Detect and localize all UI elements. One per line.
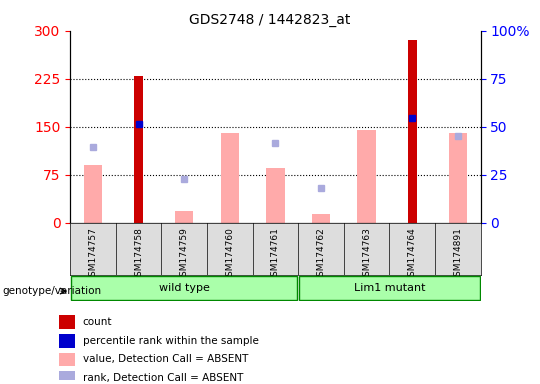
Bar bbox=[71, 276, 298, 300]
Text: count: count bbox=[83, 317, 112, 327]
Text: genotype/variation: genotype/variation bbox=[3, 286, 102, 296]
Bar bbox=[312, 214, 330, 223]
Text: GSM174760: GSM174760 bbox=[225, 227, 234, 282]
Bar bbox=[134, 76, 143, 223]
Text: GSM174759: GSM174759 bbox=[180, 227, 188, 282]
Bar bbox=[59, 353, 76, 366]
Bar bbox=[59, 371, 76, 384]
Bar bbox=[408, 40, 417, 223]
Text: GSM174757: GSM174757 bbox=[89, 227, 98, 282]
Text: GSM174891: GSM174891 bbox=[453, 227, 462, 282]
Text: GDS2748 / 1442823_at: GDS2748 / 1442823_at bbox=[190, 13, 350, 27]
Bar bbox=[175, 211, 193, 223]
Text: Lim1 mutant: Lim1 mutant bbox=[354, 283, 425, 293]
Text: percentile rank within the sample: percentile rank within the sample bbox=[83, 336, 258, 346]
Text: GSM174761: GSM174761 bbox=[271, 227, 280, 282]
Bar bbox=[299, 276, 480, 300]
Bar bbox=[59, 315, 76, 329]
Text: GSM174758: GSM174758 bbox=[134, 227, 143, 282]
Bar bbox=[357, 130, 376, 223]
Text: GSM174763: GSM174763 bbox=[362, 227, 371, 282]
Text: GSM174762: GSM174762 bbox=[316, 227, 326, 281]
Text: rank, Detection Call = ABSENT: rank, Detection Call = ABSENT bbox=[83, 373, 243, 383]
Text: GSM174764: GSM174764 bbox=[408, 227, 417, 281]
Bar bbox=[59, 334, 76, 348]
Bar bbox=[449, 133, 467, 223]
Bar bbox=[84, 165, 102, 223]
Bar bbox=[266, 168, 285, 223]
Bar bbox=[221, 133, 239, 223]
Text: value, Detection Call = ABSENT: value, Detection Call = ABSENT bbox=[83, 354, 248, 364]
Text: wild type: wild type bbox=[159, 283, 210, 293]
